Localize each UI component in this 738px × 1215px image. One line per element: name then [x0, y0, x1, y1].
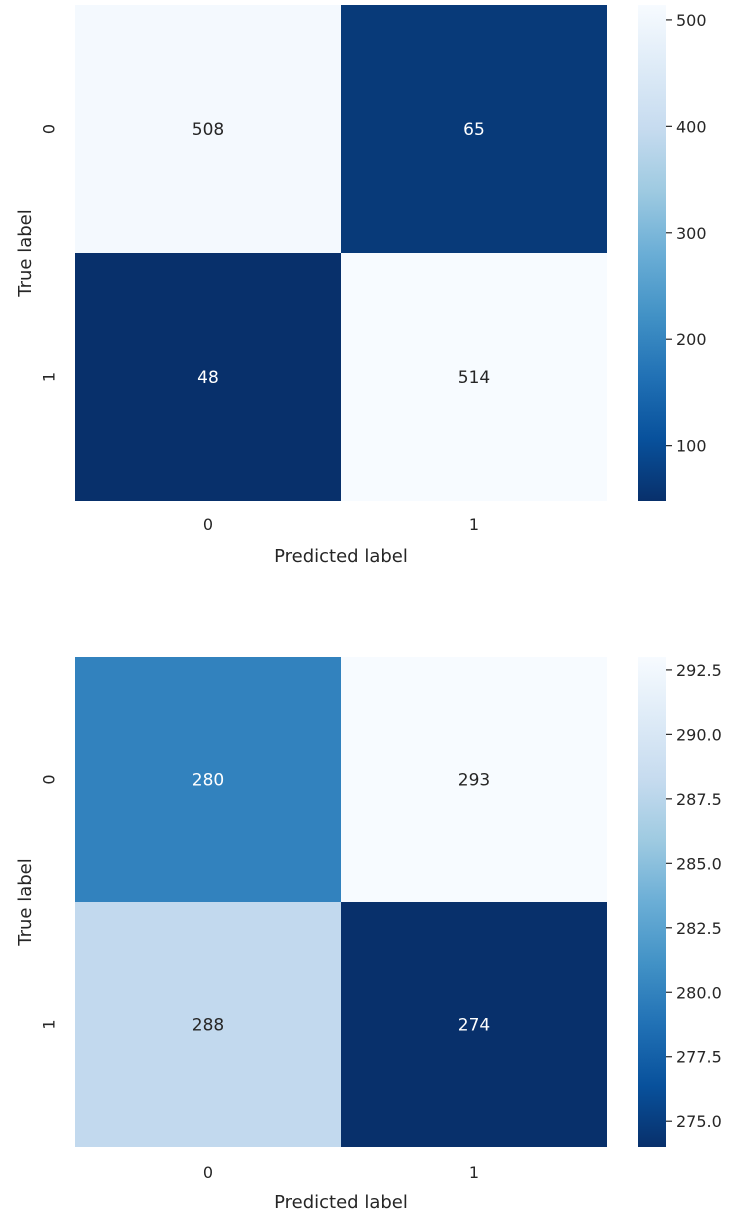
heatmap-cell [341, 657, 607, 902]
cell-value-label: 65 [463, 120, 485, 140]
x-tick-label: 1 [469, 515, 479, 534]
heatmap-cell [75, 657, 341, 902]
cell-value-label: 280 [192, 771, 224, 791]
colorbar-tick-label: 280.0 [676, 983, 722, 1002]
colorbar-tick-label: 277.5 [676, 1048, 722, 1067]
colorbar: 100 200 300 400 500 [638, 5, 707, 501]
cell-value-label: 293 [458, 771, 490, 791]
confusion-matrix-2: 280 293 288 274 0 1 0 1 Predicted label True labe… [15, 657, 722, 1213]
x-axis-label: Predicted label [274, 546, 408, 567]
heatmap-cell [75, 5, 341, 253]
colorbar-tick-label: 100 [676, 437, 707, 456]
colorbar-tick-label: 285.0 [676, 854, 722, 873]
colorbar-tick-label: 287.5 [676, 790, 722, 809]
cell-value-label: 288 [192, 1016, 224, 1036]
y-tick-label: 0 [40, 774, 59, 784]
colorbar: 275.0 277.5 280.0 282.5 285.0 287.5 290.0 292.5 [638, 657, 722, 1147]
y-axis-label: True label [15, 858, 36, 947]
y-axis-label: True label [15, 209, 36, 298]
x-tick-label: 0 [203, 1163, 213, 1182]
x-tick-label: 1 [469, 1163, 479, 1182]
y-tick-label: 1 [40, 1019, 59, 1029]
cell-value-label: 514 [458, 368, 490, 388]
colorbar-tick-label: 200 [676, 330, 707, 349]
colorbar-gradient [638, 5, 666, 501]
heatmap-cell [341, 253, 607, 501]
colorbar-tick-label: 275.0 [676, 1112, 722, 1131]
cell-value-label: 508 [192, 120, 224, 140]
x-axis-label: Predicted label [274, 1192, 408, 1213]
colorbar-tick-label: 500 [676, 11, 707, 30]
x-tick-label: 0 [203, 515, 213, 534]
heatmap-cell [341, 5, 607, 253]
cell-value-label: 274 [458, 1016, 490, 1036]
colorbar-tick-label: 300 [676, 224, 707, 243]
heatmap-cell [341, 902, 607, 1147]
y-tick-label: 0 [40, 124, 59, 134]
heatmap-cell [75, 253, 341, 501]
confusion-matrix-1: 508 65 48 514 0 1 0 1 Predicted label True label 1… [15, 5, 707, 567]
colorbar-gradient [638, 657, 666, 1147]
heatmap-cell [75, 902, 341, 1147]
colorbar-tick-label: 290.0 [676, 725, 722, 744]
colorbar-tick-label: 292.5 [676, 661, 722, 680]
colorbar-tick-label: 400 [676, 117, 707, 136]
cell-value-label: 48 [197, 368, 219, 388]
y-tick-label: 1 [40, 372, 59, 382]
colorbar-tick-label: 282.5 [676, 919, 722, 938]
